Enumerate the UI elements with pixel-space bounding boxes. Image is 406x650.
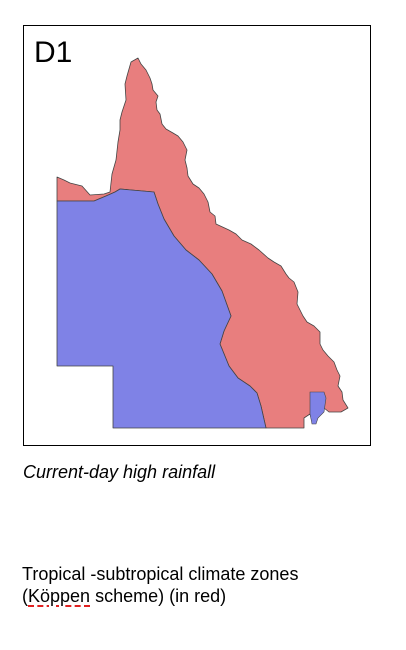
note-line-1: Tropical -subtropical climate zones xyxy=(22,564,299,584)
note-line-2-rest: scheme) (in red) xyxy=(90,586,227,606)
panel-label: D1 xyxy=(34,36,73,69)
note-koppen-word: Köppen xyxy=(28,586,91,606)
map-frame: D1 xyxy=(23,25,371,446)
other-zone-southeast-pocket xyxy=(309,391,327,425)
note-line-2: (Köppen scheme) (in red) xyxy=(22,585,382,607)
other-zone-region xyxy=(56,188,267,429)
legend-note: Tropical -subtropical climate zones (Köp… xyxy=(22,563,382,607)
map-caption: Current-day high rainfall xyxy=(23,462,216,482)
queensland-map xyxy=(56,57,349,429)
note-open-paren: ( xyxy=(22,586,28,606)
